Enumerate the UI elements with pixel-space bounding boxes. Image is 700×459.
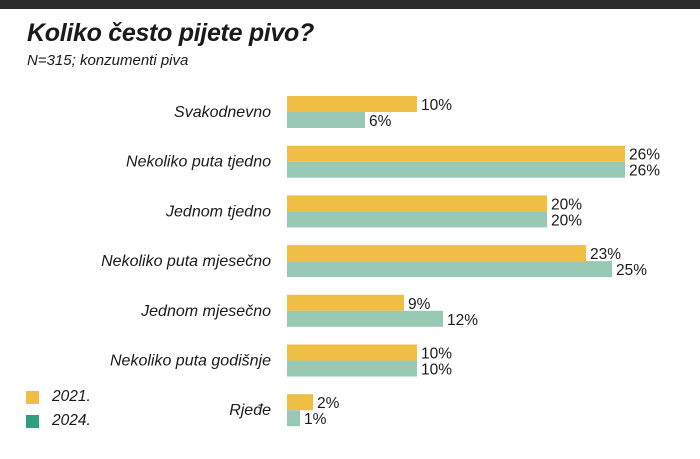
value-label-2024-cat-0: 6% bbox=[369, 113, 392, 130]
value-label-2024-cat-2: 20% bbox=[551, 212, 582, 229]
value-label-2021-cat-3: 23% bbox=[590, 246, 621, 263]
bar-2024-cat-6 bbox=[287, 410, 300, 427]
bar-2024-cat-0 bbox=[287, 112, 365, 128]
bar-2024-cat-3 bbox=[287, 261, 612, 278]
legend-item-2021: 2021. bbox=[26, 388, 91, 406]
category-label-6: Rjeđe bbox=[229, 402, 271, 419]
top-bar bbox=[0, 0, 700, 9]
category-label-0: Svakodnevno bbox=[174, 104, 271, 121]
value-label-2021-cat-2: 20% bbox=[551, 196, 582, 213]
category-label-2: Jednom tjedno bbox=[165, 203, 271, 220]
bar-2024-cat-4 bbox=[287, 310, 443, 327]
category-label-4: Jednom mjesečno bbox=[140, 303, 271, 320]
value-label-2024-cat-4: 12% bbox=[447, 312, 478, 329]
category-label-3: Nekoliko puta mjesečno bbox=[101, 253, 271, 270]
legend-item-2024: 2024. bbox=[26, 412, 91, 430]
bar-2024-cat-1 bbox=[287, 161, 625, 178]
value-label-2021-cat-6: 2% bbox=[317, 395, 340, 412]
bar-2021-cat-1 bbox=[287, 145, 625, 162]
bar-2021-cat-2 bbox=[287, 195, 547, 212]
bar-2021-cat-6 bbox=[287, 394, 313, 411]
category-label-5: Nekoliko puta godišnje bbox=[110, 353, 271, 370]
legend-swatch-2021 bbox=[26, 390, 39, 404]
value-label-2024-cat-5: 10% bbox=[421, 362, 452, 379]
legend-label-2021: 2021. bbox=[52, 388, 91, 405]
category-label-1: Nekoliko puta tjedno bbox=[126, 154, 271, 171]
value-label-2024-cat-3: 25% bbox=[616, 262, 647, 279]
value-label-2021-cat-4: 9% bbox=[408, 296, 431, 313]
chart-title: Koliko često pijete pivo? bbox=[27, 19, 314, 47]
bar-2024-cat-5 bbox=[287, 360, 417, 377]
value-label-2021-cat-1: 26% bbox=[629, 147, 660, 164]
legend-label-2024: 2024. bbox=[52, 412, 91, 429]
value-label-2021-cat-5: 10% bbox=[421, 346, 452, 363]
bar-2021-cat-4 bbox=[287, 294, 404, 311]
bar-2024-cat-2 bbox=[287, 211, 547, 228]
value-label-2021-cat-0: 10% bbox=[421, 97, 452, 114]
bar-2021-cat-0 bbox=[287, 96, 417, 112]
value-label-2024-cat-1: 26% bbox=[629, 163, 660, 180]
legend-swatch-2024 bbox=[26, 414, 39, 428]
bar-2021-cat-3 bbox=[287, 245, 586, 262]
value-label-2024-cat-6: 1% bbox=[304, 411, 327, 428]
bar-2021-cat-5 bbox=[287, 344, 417, 361]
chart-subtitle: N=315; konzumenti piva bbox=[27, 52, 189, 69]
